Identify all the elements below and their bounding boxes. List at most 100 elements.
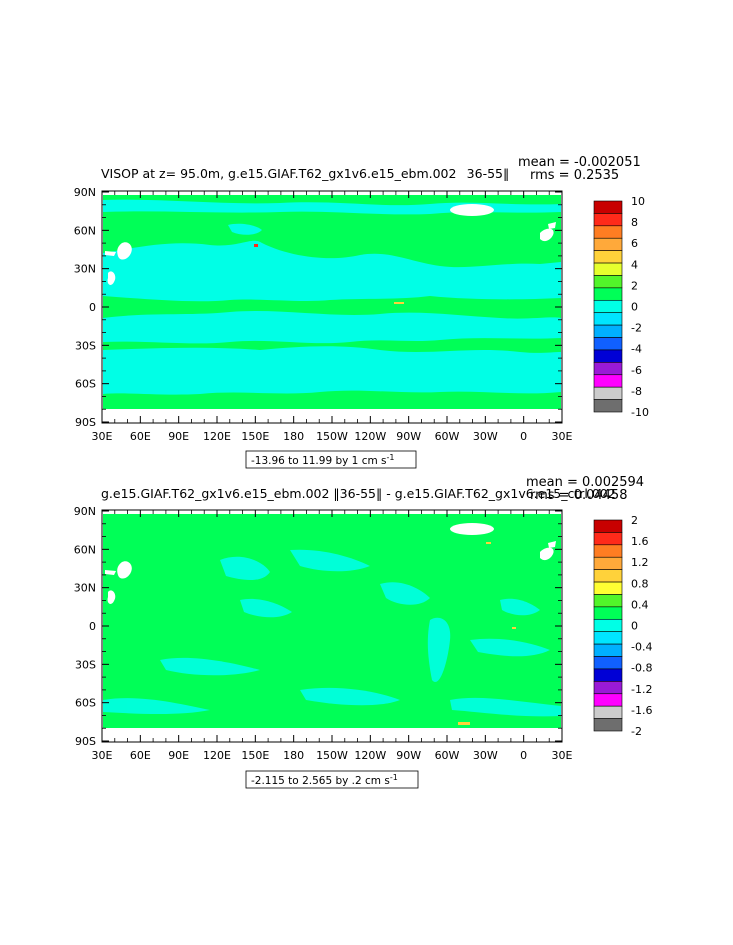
panel-2-lon-axis: 30E 60E 90E 120E 150E 180 150W 120W 90W 60W 30W 0 30…: [92, 510, 573, 762]
panel-2-range-text: -2.115 to 2.565 by .2 cm s: [251, 775, 390, 787]
colorbar-swatch: [593, 668, 623, 682]
panel-1-mean: mean = -0.002051: [518, 155, 641, 170]
colorbar-swatch: [593, 705, 623, 719]
colorbar-label: -2: [631, 322, 642, 335]
panel-1-lon-axis: 30E 60E 90E 120E 150E 180 150W 120W 90W 60W 30W 0 30…: [92, 191, 573, 443]
panel-1-range-sup: -1: [387, 453, 395, 462]
colorbar-label: 0.8: [631, 577, 649, 590]
panel-1-map: 90N 60N 30N 0 30S 60S 90S 30E 60E 90E 120E 150E 180…: [74, 186, 573, 443]
lon-label: 90E: [168, 430, 189, 443]
colorbar-swatch: [593, 532, 623, 546]
lat-label: 60S: [75, 697, 96, 710]
lat-label: 90N: [74, 186, 96, 199]
lon-label: 30W: [473, 430, 498, 443]
colorbar-label: 1.6: [631, 535, 649, 548]
colorbar-label: 2: [631, 514, 638, 527]
colorbar-swatch: [593, 606, 623, 620]
colorbar-label: 8: [631, 216, 638, 229]
colorbar-label: 0.4: [631, 598, 649, 611]
colorbar-swatch: [593, 275, 623, 289]
colorbar-swatch: [593, 250, 623, 264]
lon-label: 30W: [473, 749, 498, 762]
lon-label: 150E: [241, 430, 269, 443]
panel-2-map: 90N 60N 30N 0 30S 60S 90S 30E 60E 90E 120E 150E 180…: [74, 505, 573, 762]
panel-2-range-sup: -1: [390, 773, 398, 782]
panel-1-range-box: -13.96 to 11.99 by 1 cm s-1: [245, 450, 417, 469]
lon-label: 60E: [130, 430, 151, 443]
colorbar-swatch: [593, 237, 623, 251]
colorbar-label: -10: [631, 406, 649, 419]
panel-2-mean: mean = 0.002594: [526, 475, 644, 490]
lon-label: 180: [283, 430, 304, 443]
lat-label: 30N: [74, 263, 96, 276]
lon-label: 30E: [92, 430, 113, 443]
panel-2: g.e15.GIAF.T62_gx1v6.e15_ebm.002 ‖36-55‖…: [74, 475, 652, 789]
colorbar-label: 0: [631, 620, 638, 633]
panel-1-rms: rms = 0.2535: [530, 168, 619, 183]
panel-1-title: VISOP at z= 95.0m, g.e15.GIAF.T62_gx1v6.…: [101, 166, 509, 181]
colorbar-swatch: [593, 299, 623, 314]
lon-label: 30E: [92, 749, 113, 762]
colorbar-label: -1.2: [631, 683, 652, 696]
lat-label: 90S: [75, 735, 96, 748]
colorbar-swatch: [593, 594, 623, 608]
lat-label: 90N: [74, 505, 96, 518]
panel-2-anomaly-marks: [458, 542, 516, 725]
panel-2-lat-axis: 90N 60N 30N 0 30S 60S 90S: [74, 505, 562, 748]
colorbar-swatch: [593, 681, 623, 695]
colorbar-swatch: [593, 349, 623, 363]
colorbar-label: -1.6: [631, 704, 652, 717]
panel-2-colorbar: 2 1.6 1.2 0.8 0.4 0 -0.4 -0.8 -1.2 -1.6 -2: [593, 514, 652, 738]
panel-1-colorbar: 10 8 6 4 2 0 -2 -4 -6 -8 -10: [593, 195, 649, 419]
lon-label: 150W: [316, 749, 348, 762]
colorbar-swatch: [593, 225, 623, 239]
colorbar-label: 6: [631, 237, 638, 250]
colorbar-label: -2: [631, 725, 642, 738]
lon-label: 60W: [435, 430, 460, 443]
lon-label: 0: [520, 430, 527, 443]
colorbar-label: -4: [631, 343, 642, 356]
colorbar-swatch: [593, 312, 623, 326]
lat-label: 90S: [75, 416, 96, 429]
colorbar-label: 10: [631, 195, 645, 208]
colorbar-label: -0.4: [631, 641, 652, 654]
colorbar-swatch: [593, 618, 623, 633]
colorbar-label: -8: [631, 385, 642, 398]
colorbar-swatch: [593, 262, 623, 276]
lon-label: 120W: [354, 749, 386, 762]
lon-label: 180: [283, 749, 304, 762]
colorbar-swatch: [593, 581, 623, 595]
colorbar-label: -6: [631, 364, 642, 377]
colorbar-swatch: [593, 569, 623, 583]
lat-label: 30S: [75, 339, 96, 352]
panel-1-negative-regions: [103, 199, 561, 395]
colorbar-swatch: [593, 556, 623, 570]
panel-1-range-text: -13.96 to 11.99 by 1 cm s: [251, 455, 387, 467]
lon-label: 0: [520, 749, 527, 762]
panel-2-rms: rms = 0.04458: [530, 488, 627, 503]
lat-label: 0: [89, 301, 96, 314]
colorbar-label: 0: [631, 301, 638, 314]
colorbar-label: 4: [631, 258, 638, 271]
colorbar-swatch: [593, 324, 623, 338]
lon-label: 30E: [552, 749, 573, 762]
lon-label: 90E: [168, 749, 189, 762]
colorbar-swatch: [593, 337, 623, 351]
lat-label: 0: [89, 620, 96, 633]
colorbar-swatch: [593, 643, 623, 657]
colorbar-swatch: [593, 693, 623, 707]
panel-1: VISOP at z= 95.0m, g.e15.GIAF.T62_gx1v6.…: [74, 155, 649, 469]
lon-label: 150W: [316, 430, 348, 443]
colorbar-swatch: [593, 213, 623, 227]
lon-label: 120E: [203, 749, 231, 762]
colorbar-label: -0.8: [631, 662, 652, 675]
lat-label: 60N: [74, 224, 96, 237]
colorbar-swatch: [593, 362, 623, 376]
colorbar-swatch: [593, 374, 623, 388]
colorbar-label: 1.2: [631, 556, 649, 569]
colorbar-swatch: [593, 631, 623, 645]
lon-label: 120W: [354, 430, 386, 443]
colorbar-swatch: [593, 386, 623, 400]
panel-1-lat-axis: 90N 60N 30N 0 30S 60S 90S: [74, 186, 562, 429]
